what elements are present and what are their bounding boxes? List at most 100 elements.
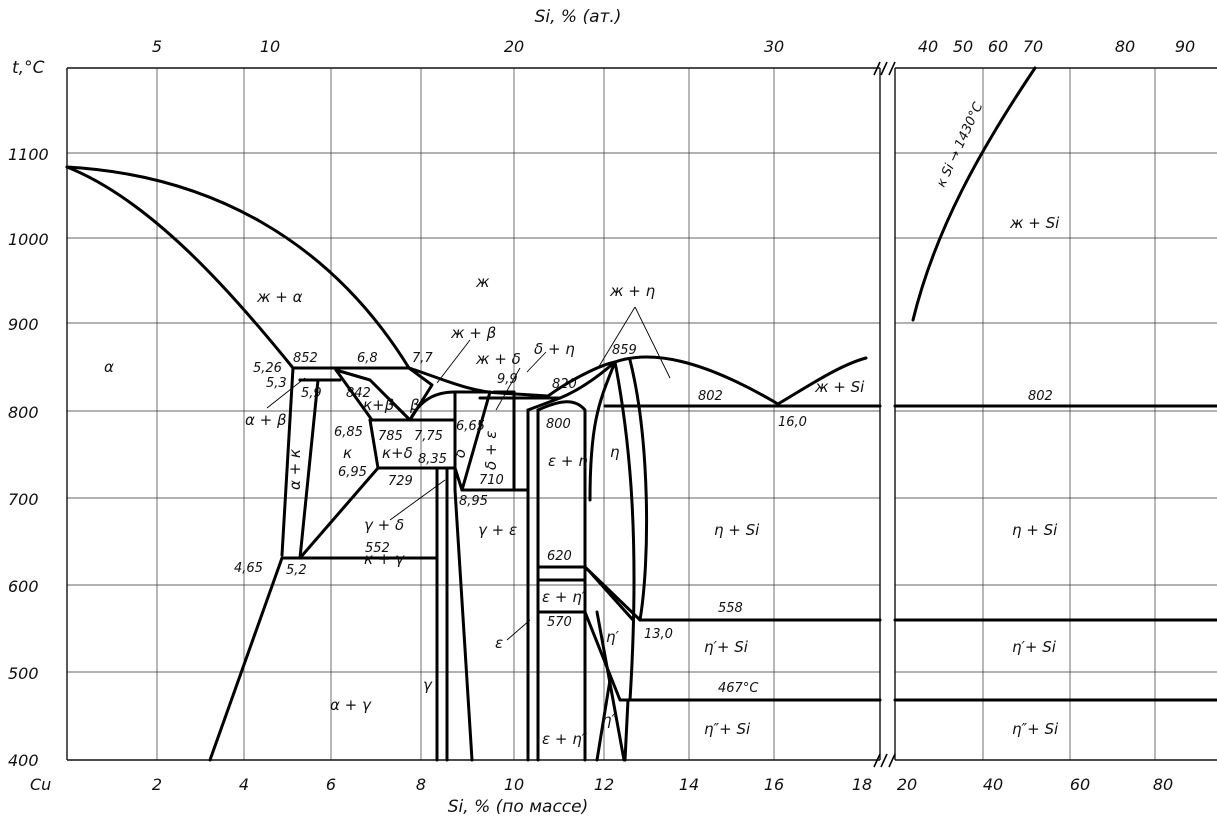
- y-tick: 600: [8, 577, 39, 596]
- point-label: 467°С: [718, 681, 759, 696]
- phase-label: ж + α: [256, 288, 303, 306]
- point-label: 6,95: [338, 465, 367, 480]
- point-label: 820: [552, 377, 577, 392]
- phase-label: β: [409, 396, 420, 414]
- top-tick: 80: [1115, 37, 1135, 56]
- phase-label: η: [610, 443, 620, 461]
- grid-right: [895, 68, 1217, 760]
- top-tick: 10: [260, 37, 280, 56]
- point-label: 13,0: [644, 627, 673, 642]
- phase-label: ж + δ: [475, 350, 521, 368]
- grid-left: [67, 68, 880, 760]
- bottom-tick: 18: [852, 775, 872, 794]
- point-label: 8,35: [418, 452, 447, 467]
- y-axis-title: t,°С: [12, 58, 45, 78]
- point-label: 729: [388, 474, 413, 489]
- phase-label: ε + η: [548, 452, 588, 470]
- phase-label: к+β: [363, 396, 395, 414]
- bottom-tick: 6: [326, 775, 336, 794]
- phase-label: η″+ Si: [704, 720, 751, 738]
- y-tick: 900: [8, 315, 39, 334]
- phase-label: ж + η: [609, 282, 656, 300]
- bottom-tick: 20: [897, 775, 917, 794]
- point-label: 570: [547, 615, 572, 630]
- phase-label: η′+ Si: [704, 638, 749, 656]
- phase-boundaries-right: [893, 66, 1217, 702]
- phase-label: к: [343, 444, 352, 462]
- point-label: 8,95: [459, 494, 488, 509]
- phase-label: η + Si: [714, 521, 760, 539]
- axis-break-bottom: [873, 753, 896, 768]
- bottom-tick: 8: [416, 775, 426, 794]
- phase-label: α + к: [286, 449, 304, 490]
- phase-label: к+δ: [382, 444, 413, 462]
- point-label: 552: [365, 541, 390, 556]
- phase-label: ε + η″: [542, 730, 588, 748]
- point-label: 5,26: [253, 361, 282, 376]
- phase-label: γ: [423, 676, 433, 694]
- top-tick: 5: [152, 37, 162, 56]
- liquidus-alpha: [65, 165, 411, 370]
- phase-label: ε + η′: [542, 588, 586, 606]
- top-tick: 70: [1023, 37, 1043, 56]
- phase-label: ε: [495, 634, 503, 652]
- point-label: 6,65: [456, 419, 485, 434]
- y-tick: 400: [8, 751, 39, 770]
- y-tick: 500: [8, 664, 39, 683]
- top-tick: 90: [1175, 37, 1195, 56]
- phase-labels: α ж ж + α ж + β ж + δ δ + η ж + η ж + Si…: [104, 214, 1060, 748]
- phase-label: η + Si: [1012, 521, 1058, 539]
- point-label: 800: [546, 417, 571, 432]
- top-tick: 20: [504, 37, 524, 56]
- phase-label: к + γ: [364, 550, 405, 568]
- point-label: к Si → 1430°С: [934, 99, 987, 189]
- point-label: 6,8: [357, 351, 378, 366]
- bottom-tick: Cu: [30, 775, 51, 794]
- y-tick: 700: [8, 490, 39, 509]
- plot-frame: [66, 61, 1217, 768]
- point-label: 4,65: [234, 561, 263, 576]
- bottom-axis-title: Si, % (по массе): [448, 797, 588, 817]
- point-label: 802: [698, 389, 723, 404]
- point-label: 558: [718, 601, 743, 616]
- phase-label: α: [104, 358, 114, 376]
- point-label: 7,7: [412, 351, 433, 366]
- top-ticks: 5 10 20 30 40 50 60 70 80 90: [152, 37, 1195, 56]
- bottom-tick: 60: [1070, 775, 1090, 794]
- bottom-tick: 2: [152, 775, 162, 794]
- phase-label: η″: [602, 711, 618, 729]
- bottom-tick: 14: [679, 775, 699, 794]
- point-label: 6,85: [334, 425, 363, 440]
- phase-label: η′: [606, 628, 620, 646]
- point-label: 620: [547, 549, 572, 564]
- axis-break-top: [873, 61, 896, 76]
- top-axis-title: Si, % (ат.): [535, 7, 622, 27]
- top-tick: 30: [764, 37, 784, 56]
- point-label: 9,9: [497, 372, 518, 387]
- phase-label: η″+ Si: [1012, 720, 1059, 738]
- point-label: 785: [378, 429, 403, 444]
- phase-label: δ: [451, 449, 469, 458]
- point-label: 852: [293, 351, 318, 366]
- point-label: 16,0: [778, 415, 807, 430]
- phase-label: δ + ε: [482, 431, 500, 470]
- phase-label: γ + δ: [364, 516, 404, 534]
- point-label: 802: [1028, 389, 1053, 404]
- bottom-tick: 4: [239, 775, 249, 794]
- phase-label: ж + Si: [814, 378, 865, 396]
- point-label: 5,3: [266, 376, 287, 391]
- point-label: 5,2: [286, 563, 307, 578]
- bottom-tick: 10: [504, 775, 524, 794]
- y-ticks: 1100 1000 900 800 700 600 500 400: [8, 145, 49, 770]
- point-label: 842: [346, 386, 371, 401]
- phase-label: ж: [475, 273, 490, 291]
- point-label: 859: [612, 343, 637, 358]
- bottom-ticks: Cu 2 4 6 8 10 12 14 16 18 20 40 60 80: [30, 775, 1173, 794]
- point-label: 7,75: [414, 429, 443, 444]
- top-tick: 50: [953, 37, 973, 56]
- phase-boundaries-left: [65, 165, 882, 762]
- y-tick: 800: [8, 403, 39, 422]
- bottom-tick: 16: [764, 775, 784, 794]
- phase-label: ж + Si: [1009, 214, 1060, 232]
